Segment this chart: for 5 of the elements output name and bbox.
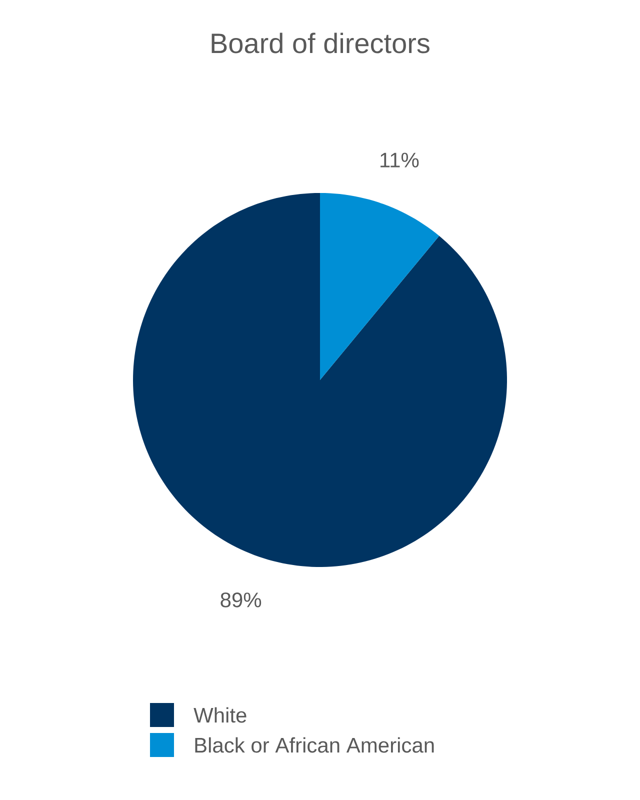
legend-label: Black or African American	[195, 737, 434, 753]
data-label: 89%	[220, 592, 262, 608]
data-label: 11%	[380, 152, 419, 168]
legend-label: White	[194, 707, 246, 723]
chart-title: Board of directors	[212, 32, 430, 54]
